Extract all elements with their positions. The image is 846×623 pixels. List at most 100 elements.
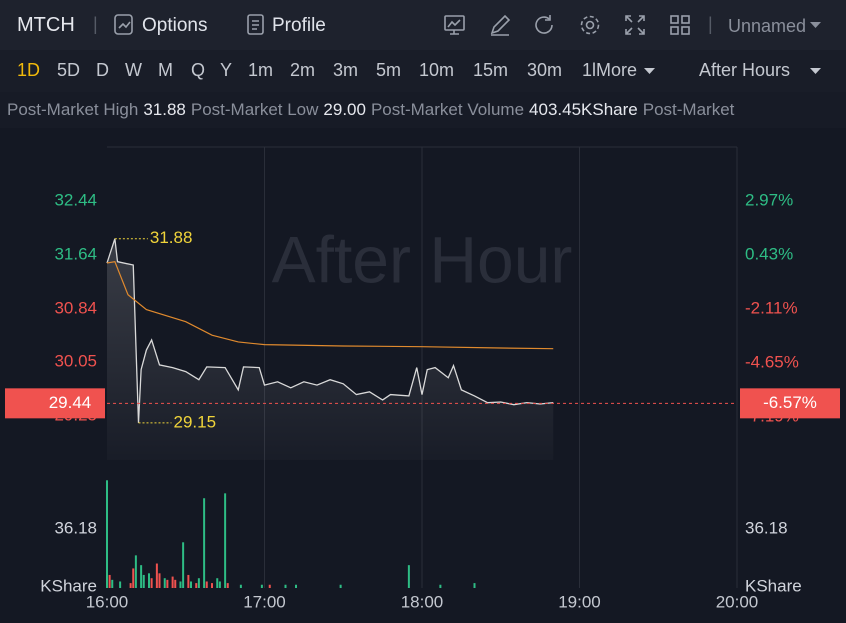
stat-label: Post-Market Volume: [370, 100, 525, 119]
volume-bar: [148, 573, 150, 588]
options-button[interactable]: Options: [142, 15, 208, 36]
refresh-icon[interactable]: [533, 13, 557, 37]
stat-value: 31.88: [143, 100, 186, 119]
volume-bar: [129, 583, 132, 588]
options-icon: [114, 14, 133, 35]
separator: |: [708, 14, 713, 34]
period-button[interactable]: M: [158, 60, 173, 80]
period-button[interactable]: 1D: [17, 60, 41, 80]
volume-bar: [439, 584, 442, 588]
y-tick-label: 32.44: [54, 190, 97, 209]
volume-unit: KShare: [40, 576, 97, 595]
caret: [644, 68, 655, 74]
volume-bar: [182, 542, 185, 588]
volume-bar: [295, 584, 297, 588]
volume-bar: [166, 579, 169, 588]
y2-tick-label: 2.97%: [745, 190, 793, 209]
layout-icon[interactable]: [668, 13, 692, 37]
volume-bar: [106, 480, 108, 588]
period-button[interactable]: 30m: [527, 60, 563, 80]
volume-bar: [205, 581, 208, 588]
watermark: After Hour: [272, 222, 573, 296]
period-button[interactable]: 2m: [290, 60, 316, 80]
stats-bar: Post-Market High 31.88 Post-Market Low 29.0…: [0, 92, 846, 128]
volume-bar: [195, 583, 198, 588]
volume-bar: [155, 563, 158, 588]
y-tick-label: 30.05: [54, 352, 97, 371]
volume-bar: [268, 584, 271, 588]
fullscreen-icon[interactable]: [623, 13, 647, 37]
price-area: [107, 238, 554, 460]
volume-bar: [407, 565, 410, 588]
period-button[interactable]: 3m: [333, 60, 359, 80]
stat-value: 29.00: [323, 100, 366, 119]
volume-bar: [211, 583, 213, 588]
volume-bar: [179, 581, 182, 588]
stat-label: Post-Market High: [7, 100, 139, 119]
volume-bar: [473, 583, 476, 588]
last-price-box: [5, 388, 105, 419]
volume-bar: [284, 584, 287, 588]
caret: [810, 68, 821, 74]
indicator-icon[interactable]: [443, 13, 467, 37]
average-line: [106, 261, 554, 350]
price-line: [106, 238, 554, 423]
layout-name[interactable]: Unnamed: [728, 16, 807, 36]
volume-bar: [224, 493, 227, 588]
period-button[interactable]: 1lMore: [582, 60, 638, 80]
volume-bar: [140, 565, 143, 588]
volume-bar: [197, 578, 200, 588]
chart: 16:00 17:00 18:00 19:00 20:00 After Hour 32.44…: [5, 146, 840, 611]
period-button[interactable]: W: [125, 60, 142, 80]
volume-bar: [339, 584, 342, 588]
y2-tick-label: -2.11%: [745, 298, 798, 317]
period-button[interactable]: Q: [191, 60, 206, 80]
y-tick-label: 30.84: [54, 298, 97, 317]
x-tick-label: 19:00: [558, 592, 601, 611]
x-tick-label: 18:00: [401, 592, 444, 611]
volume-tick-label: 36.18: [745, 518, 788, 537]
volume-bar: [142, 574, 145, 588]
volume-bar: [150, 578, 153, 588]
volume-tick-label: 36.18: [54, 518, 97, 537]
volume-bar: [134, 555, 137, 588]
y2-tick-label: 0.43%: [745, 244, 793, 263]
x-tick-label: 17:00: [243, 592, 286, 611]
volume-bar: [187, 574, 190, 588]
session-select[interactable]: After Hours: [699, 60, 791, 80]
volume-bar: [203, 498, 206, 588]
separator: |: [93, 14, 98, 34]
last-price-label: 29.44: [49, 393, 92, 412]
x-tick-label: 20:00: [716, 592, 759, 611]
settings-icon[interactable]: [578, 13, 602, 37]
symbol[interactable]: MTCH: [17, 14, 75, 36]
volume-bar: [158, 573, 161, 588]
period-button[interactable]: Y: [220, 60, 233, 80]
period-button[interactable]: D: [96, 60, 109, 80]
x-tick-label: 16:00: [86, 592, 129, 611]
stat-value: 403.45KShare: [529, 100, 638, 119]
period-bar: After Hours 1D 5D D W M Q Y 1m 2m 3m 5m 10m 15m 30m 1l…: [0, 50, 846, 92]
volume-bar: [226, 583, 229, 588]
volume-bar: [174, 579, 177, 588]
toolbar: MTCH | Options Profile | Unnamed: [0, 0, 846, 50]
period-button[interactable]: 5m: [376, 60, 402, 80]
annotation-label: 29.15: [174, 412, 217, 431]
volume-bar: [171, 576, 174, 588]
volume-bar: [119, 581, 122, 588]
stat-label: Post-Market Low: [190, 100, 319, 119]
draw-icon[interactable]: [488, 13, 512, 37]
period-button[interactable]: 10m: [419, 60, 455, 80]
period-button[interactable]: 15m: [473, 60, 509, 80]
annotation-label: 31.88: [150, 228, 193, 247]
period-button[interactable]: 5D: [57, 60, 81, 80]
volume-bar: [190, 581, 192, 588]
volume-bar: [239, 584, 242, 588]
volume-bar: [108, 574, 111, 588]
period-button[interactable]: 1m: [248, 60, 274, 80]
y2-tick-label: -4.65%: [745, 352, 799, 371]
stat-label: Post-Market: [642, 100, 735, 119]
profile-button[interactable]: Profile: [272, 15, 326, 36]
caret: [810, 22, 821, 28]
